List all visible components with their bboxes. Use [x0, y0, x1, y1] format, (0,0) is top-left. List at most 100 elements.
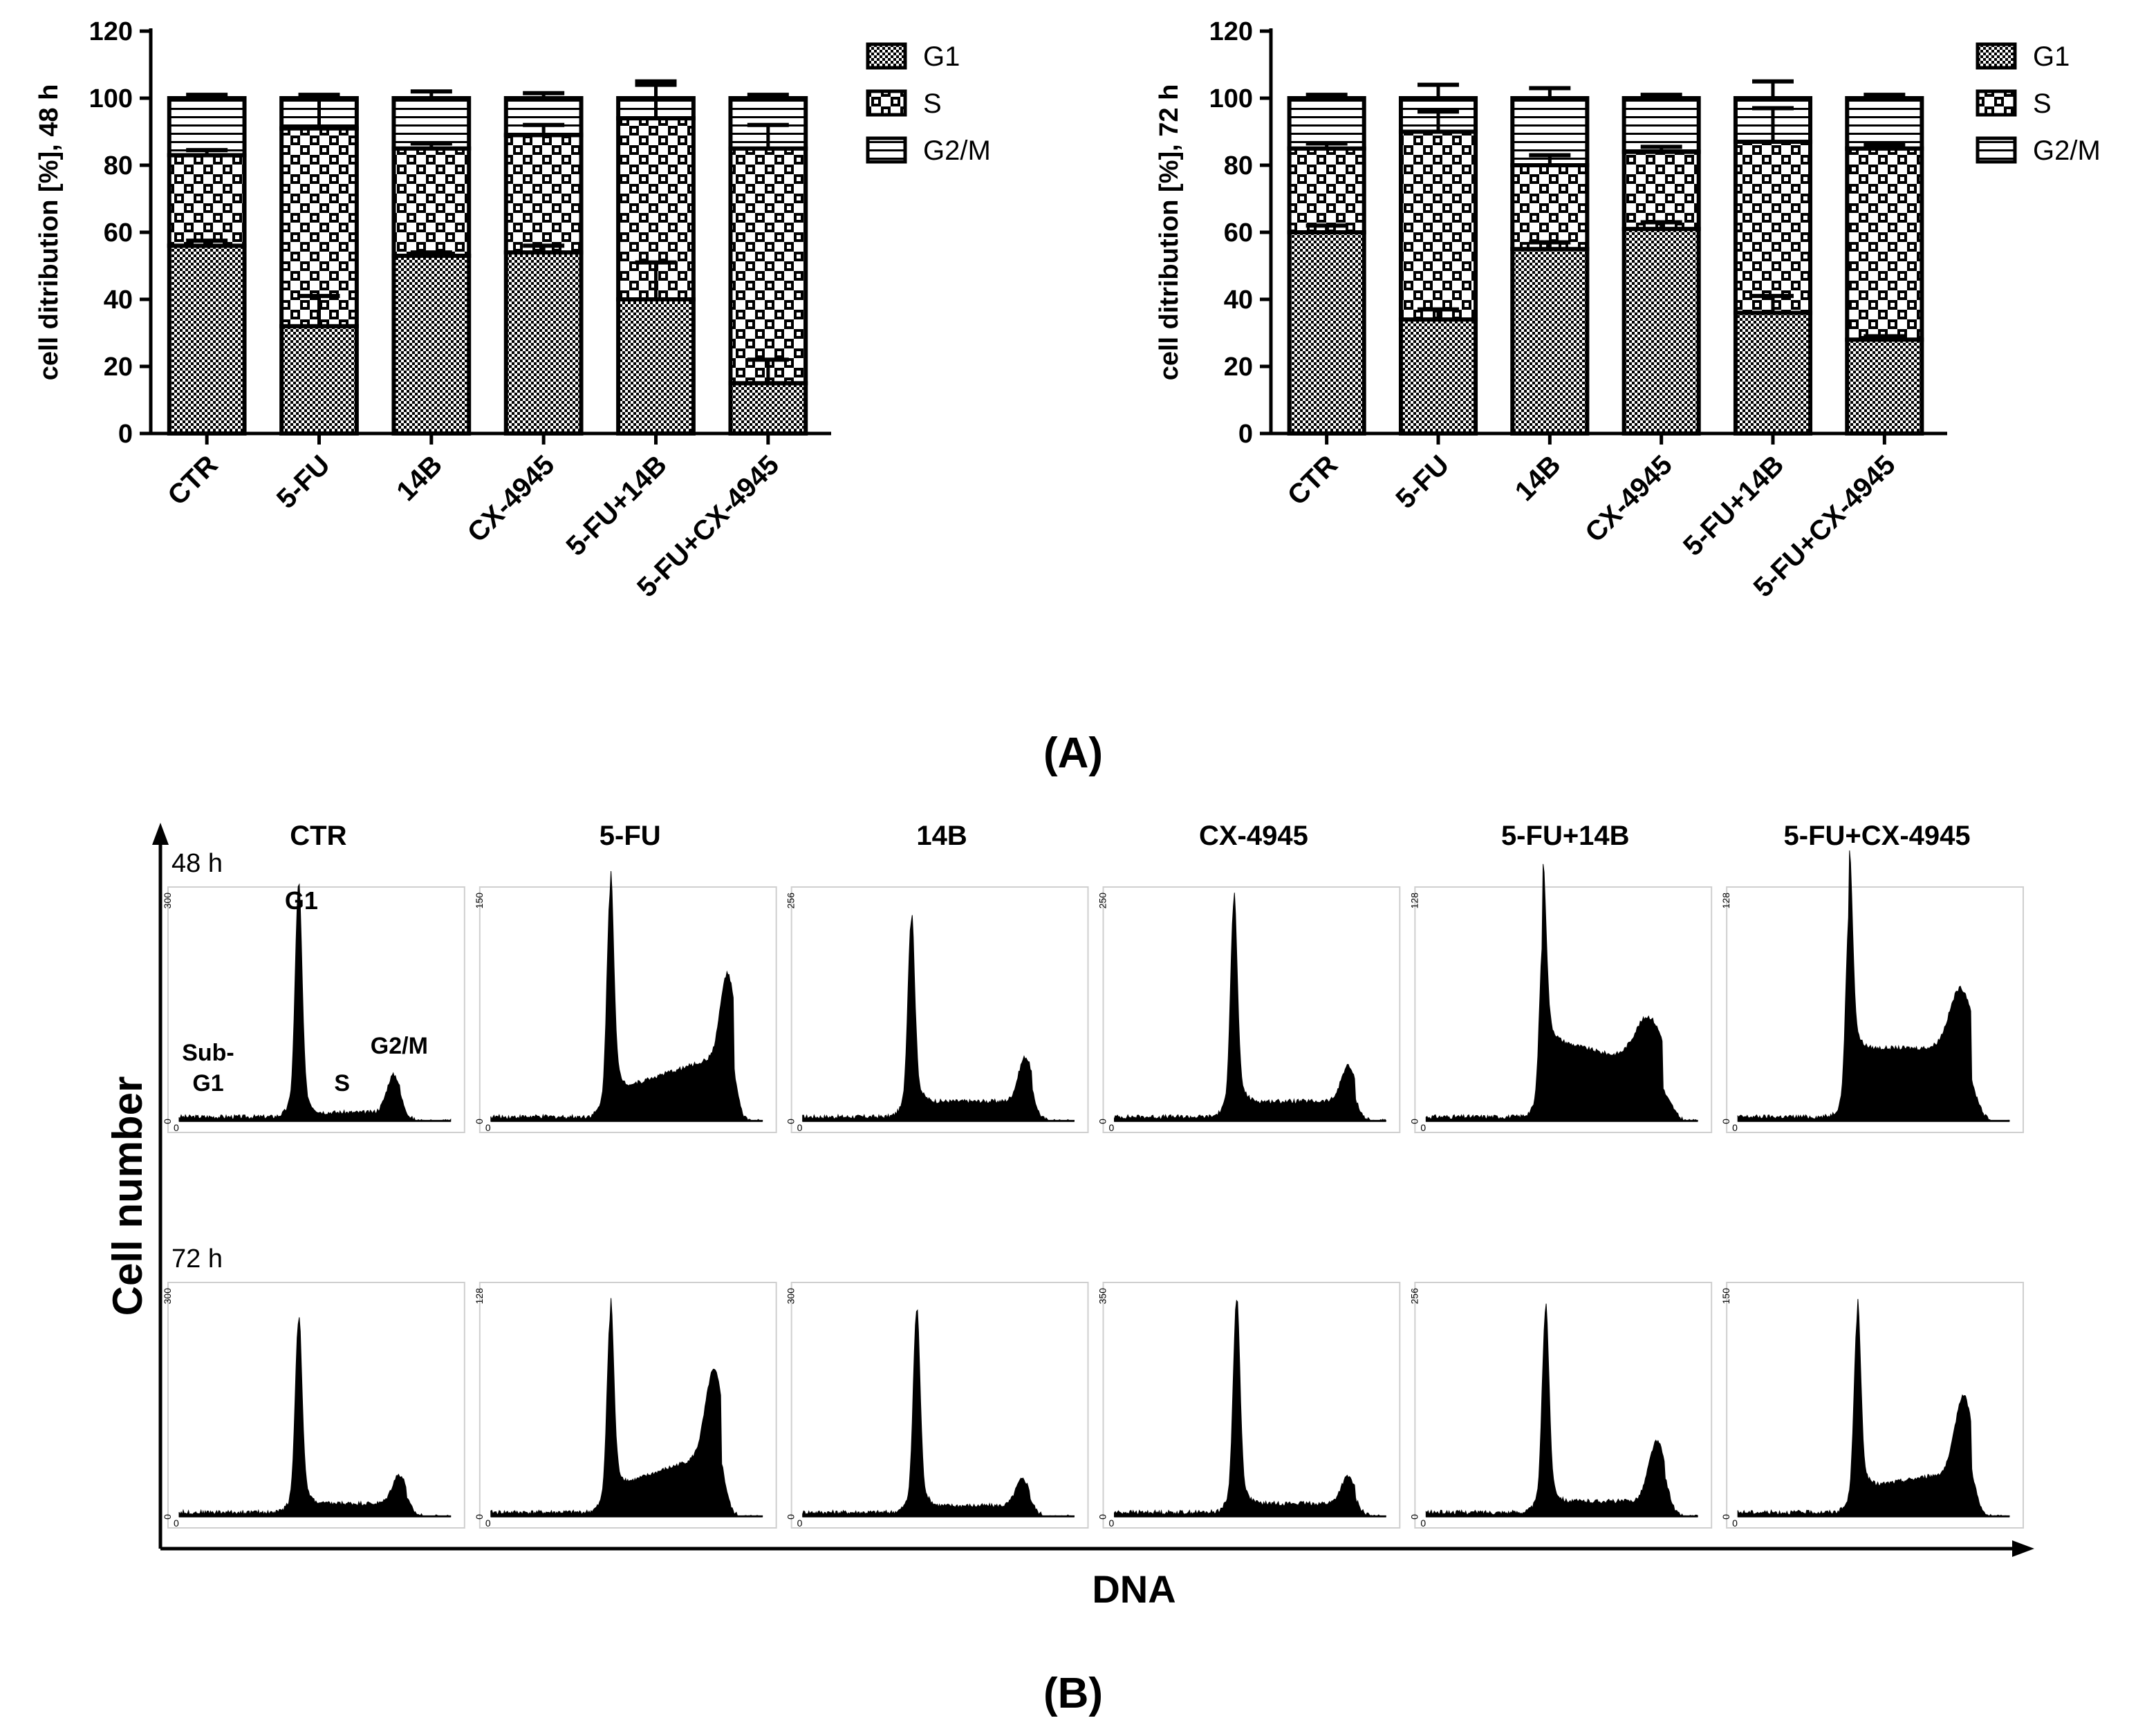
histogram-x-zero: 0 — [1420, 1518, 1426, 1529]
histogram-x-zero: 0 — [797, 1122, 803, 1133]
histogram-y-max: 150 — [474, 893, 485, 909]
dna-axis-arrow — [2012, 1540, 2034, 1557]
column-header-cx-4945: CX-4945 — [1199, 821, 1308, 851]
histogram-72-h-ctr — [178, 1317, 452, 1518]
column-header-5-fu-cx-4945: 5-FU+CX-4945 — [1784, 821, 1971, 851]
bar-g2-m-14b — [391, 96, 472, 151]
bar-g2-m-ctr — [1287, 96, 1366, 151]
histogram-x-zero: 0 — [1109, 1518, 1115, 1529]
flow-cytometry-grid: Cell number DNA CTR 5-FU 14B CX-4945 5-FU+14B 5… — [104, 821, 2034, 1611]
dna-label: DNA — [1092, 1567, 1175, 1611]
y-axis-label: cell ditribution [%], 72 h — [1155, 84, 1184, 381]
histogram-y-max: 256 — [786, 893, 797, 909]
phase-label-s: S — [334, 1070, 350, 1096]
bar-g2-m-ctr — [167, 96, 247, 158]
bar-g1-14b — [391, 253, 472, 436]
histogram-x-zero: 0 — [1420, 1122, 1426, 1133]
phase-label-g1: G1 — [285, 886, 318, 915]
histogram-y-max: 300 — [786, 1288, 797, 1305]
legend-label-s: S — [923, 88, 942, 119]
legend-label-g1: G1 — [923, 41, 960, 72]
x-tick-label-5-fu: 5-FU — [271, 449, 336, 514]
bar-g1-5-fu — [279, 324, 359, 436]
stacked-bar-chart-72h: 0 20 40 60 80 100 120 cell ditribution [%], 72 … — [1155, 17, 2101, 603]
panel-a-label: (A) — [1043, 729, 1103, 777]
y-tick-label: 0 — [118, 420, 133, 449]
column-header-14b: 14B — [916, 821, 967, 851]
histogram-y-max: 128 — [1409, 893, 1420, 909]
histogram-48-h-5-fu-cx-4945 — [1737, 850, 2010, 1122]
y-tick-label: 80 — [1224, 151, 1253, 180]
histogram-72-h-14b — [802, 1309, 1075, 1518]
histogram-frame-72-h-ctr — [167, 1282, 465, 1529]
y-axis-label: cell ditribution [%], 48 h — [35, 84, 64, 381]
bar-g1-5-fu-14b — [1733, 310, 1813, 436]
cell-number-axis-arrow — [152, 823, 169, 845]
row-label-72-h: 72 h — [171, 1244, 223, 1273]
legend-label-g2-m: G2/M — [923, 136, 991, 166]
y-tick-label: 100 — [1209, 84, 1253, 113]
phase-label-g2m: G2/M — [371, 1033, 428, 1059]
histogram-72-h-5-fu-cx-4945 — [1737, 1298, 2010, 1518]
histogram-y-max: 128 — [1720, 893, 1731, 909]
legend-swatch-g1 — [1976, 42, 2017, 70]
histogram-y-max: 300 — [162, 1288, 173, 1305]
bar-g1-5-fu — [1398, 317, 1478, 436]
bar-g2-m-cx-4945 — [1621, 96, 1701, 154]
x-tick-label-ctr: CTR — [162, 449, 223, 511]
bar-g1-cx-4945 — [503, 250, 584, 436]
stacked-bar-chart-48h: 0 20 40 60 80 100 120 cell ditribution [%], 48 … — [35, 17, 991, 603]
histogram-48-h-5-fu-14b — [1425, 864, 1698, 1122]
phase-label-sub-g1-line2: G1 — [192, 1070, 223, 1096]
histogram-48-h-cx-4945 — [1114, 893, 1386, 1122]
row-label-48-h: 48 h — [171, 849, 223, 878]
bar-s-ctr — [1287, 146, 1366, 234]
y-tick-label: 80 — [104, 151, 133, 180]
histogram-frame-48-h-14b — [790, 886, 1089, 1133]
histogram-y-zero: 0 — [1409, 1119, 1420, 1124]
y-tick-label: 20 — [1224, 353, 1253, 382]
legend-label-s: S — [2033, 88, 2052, 119]
bar-s-14b — [1510, 163, 1590, 252]
histogram-x-zero: 0 — [797, 1518, 803, 1529]
histogram-y-zero: 0 — [1720, 1119, 1731, 1124]
bar-g1-14b — [1510, 247, 1590, 436]
y-tick-label: 20 — [104, 353, 133, 382]
legend-swatch-g2-m — [1976, 136, 2017, 164]
legend-swatch-g2-m — [866, 136, 907, 164]
x-tick-label-5-fu-14b: 5-FU+14B — [560, 449, 672, 561]
bar-s-5-fu-cx-4945 — [728, 146, 808, 386]
legend-swatch-g1 — [866, 42, 907, 70]
bar-s-14b — [391, 146, 472, 258]
histogram-y-zero: 0 — [474, 1119, 485, 1124]
histogram-y-zero: 0 — [162, 1514, 173, 1520]
histogram-y-max: 350 — [1097, 1288, 1108, 1305]
y-tick-label: 0 — [1238, 420, 1253, 449]
histogram-y-zero: 0 — [1409, 1514, 1420, 1520]
y-tick-label: 60 — [1224, 218, 1253, 248]
histogram-72-h-5-fu — [490, 1298, 763, 1518]
bar-g1-ctr — [1287, 230, 1366, 436]
y-tick-label: 40 — [1224, 286, 1253, 315]
x-tick-label-14b: 14B — [1509, 449, 1567, 507]
legend-label-g1: G1 — [2033, 41, 2070, 72]
x-tick-label-cx-4945: CX-4945 — [1579, 449, 1678, 548]
histogram-x-zero: 0 — [1109, 1122, 1115, 1133]
bar-g1-5-fu-14b — [616, 297, 696, 436]
histogram-48-h-ctr — [178, 883, 452, 1122]
histogram-y-zero: 0 — [474, 1514, 485, 1520]
column-header-5-fu: 5-FU — [600, 821, 661, 851]
x-tick-label-ctr: CTR — [1282, 449, 1344, 511]
bar-s-cx-4945 — [1621, 149, 1701, 232]
y-tick-label: 120 — [89, 17, 133, 46]
bar-s-5-fu-14b — [1733, 140, 1813, 315]
histogram-y-zero: 0 — [162, 1119, 173, 1124]
histogram-x-zero: 0 — [174, 1122, 179, 1133]
histogram-72-h-5-fu-14b — [1425, 1303, 1698, 1518]
histogram-y-zero: 0 — [1097, 1119, 1108, 1124]
column-header-ctr: CTR — [290, 821, 346, 851]
x-tick-label-cx-4945: CX-4945 — [462, 449, 561, 548]
x-tick-label-5-fu: 5-FU — [1390, 449, 1455, 514]
histogram-y-max: 150 — [1720, 1288, 1731, 1305]
